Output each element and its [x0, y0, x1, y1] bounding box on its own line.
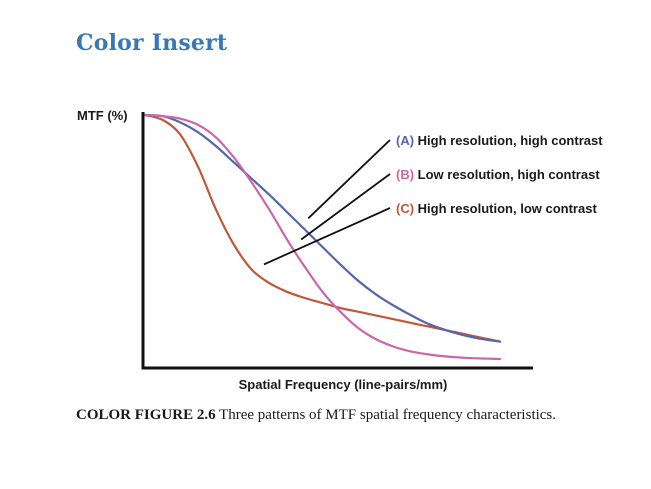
legend-entry-a: (A) High resolution, high contrast — [396, 133, 603, 148]
series-lines — [143, 113, 502, 361]
legend-tag-b: (B) — [396, 167, 414, 182]
series-line-a — [143, 113, 502, 343]
x-axis-label: Spatial Frequency (line-pairs/mm) — [239, 377, 448, 392]
legend-entry-b: (B) Low resolution, high contrast — [396, 167, 600, 182]
legend-tag-a: (A) — [396, 133, 414, 148]
series-line-b — [143, 113, 502, 361]
pointer-line-c — [263, 207, 391, 266]
legend-entry-c: (C) High resolution, low contrast — [396, 201, 597, 216]
pointer-line-a — [307, 139, 391, 219]
y-axis-label: MTF (%) — [77, 108, 128, 123]
legend: (A) High resolution, high contrast (B) Lo… — [396, 133, 603, 216]
pointer-line-b — [300, 173, 391, 241]
series-line-c — [143, 113, 502, 343]
page-title: Color Insert — [76, 30, 228, 56]
legend-tag-c: (C) — [396, 201, 414, 216]
legend-label-c: High resolution, low contrast — [414, 201, 597, 216]
figure-caption: COLOR FIGURE 2.6 Three patterns of MTF s… — [76, 402, 576, 429]
legend-pointers — [263, 139, 391, 266]
caption-label: COLOR FIGURE 2.6 — [76, 407, 216, 423]
legend-label-b: Low resolution, high contrast — [414, 167, 600, 182]
caption-text: Three patterns of MTF spatial frequency … — [219, 407, 557, 423]
legend-label-a: High resolution, high contrast — [414, 133, 603, 148]
